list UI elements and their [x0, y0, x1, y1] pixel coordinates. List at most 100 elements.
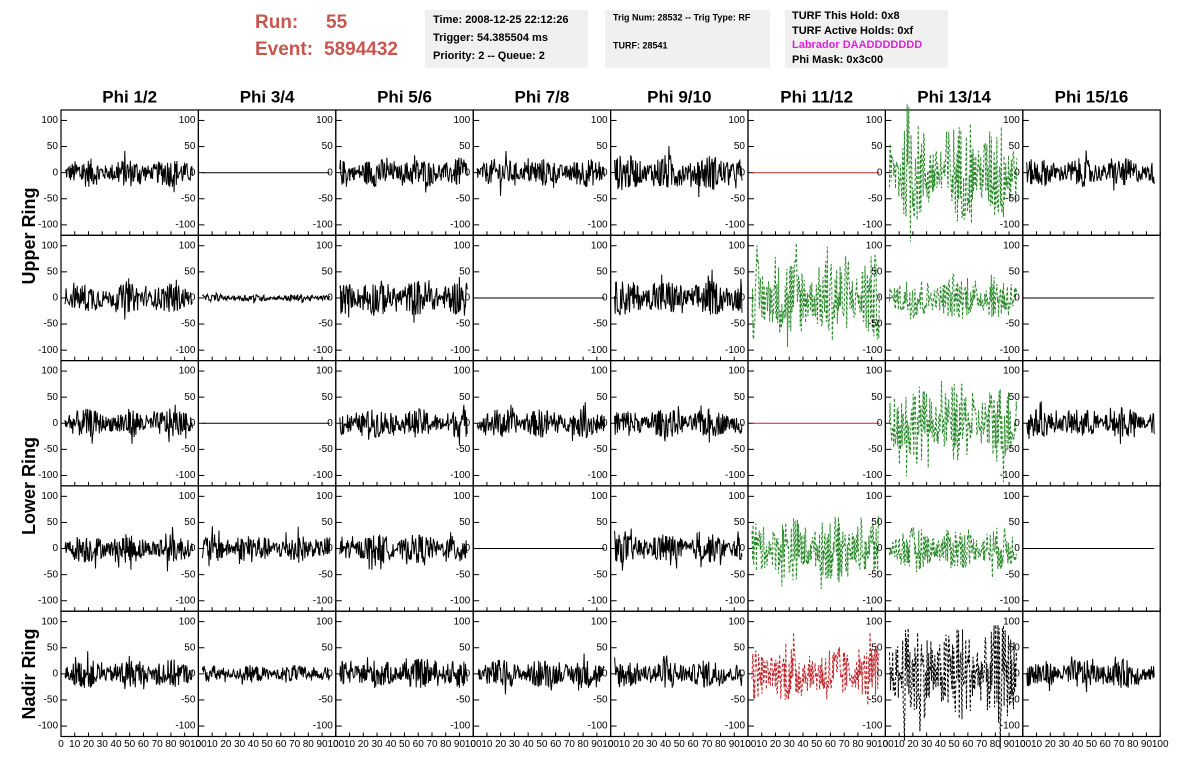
column-label: Phi 9/10 [647, 87, 711, 106]
info-text: Trig Num: 28532 -- Trig Type: RF [613, 12, 751, 22]
y-tick-label: -100 [38, 345, 58, 356]
y-tick-label: 0 [1014, 543, 1020, 554]
y-tick-label: 100 [866, 366, 883, 377]
y-tick-label: -100 [725, 595, 745, 606]
y-tick-label: 50 [1009, 266, 1021, 277]
y-tick-label: 50 [322, 642, 334, 653]
y-tick-label: -100 [175, 219, 195, 230]
y-tick-label: -100 [450, 721, 470, 732]
y-tick-label: -50 [318, 569, 333, 580]
column-label: Phi 11/12 [780, 87, 853, 106]
y-tick-label: -100 [588, 219, 608, 230]
y-tick-label: 100 [591, 366, 608, 377]
y-tick-label: 0 [739, 668, 745, 679]
y-tick-label: -50 [44, 695, 59, 706]
waveform [339, 404, 468, 446]
y-tick-label: -50 [318, 695, 333, 706]
x-tick-label: 30 [371, 739, 383, 750]
y-tick-label: 0 [739, 293, 745, 304]
x-tick-label: 50 [811, 739, 823, 750]
x-tick-label: 60 [962, 739, 974, 750]
y-tick-label: 0 [190, 418, 196, 429]
y-tick-label: 100 [179, 616, 196, 627]
waveform [339, 276, 468, 323]
y-tick-label: 50 [184, 266, 196, 277]
waveform [888, 527, 1018, 578]
x-tick-label: 10 [207, 739, 219, 750]
y-tick-label: -50 [868, 444, 883, 455]
info-text: Priority: 2 -- Queue: 2 [433, 50, 545, 62]
y-tick-label: 50 [459, 517, 471, 528]
info-box [605, 10, 770, 68]
x-tick-label: 60 [275, 739, 287, 750]
x-tick-label: 100 [327, 739, 344, 750]
y-tick-label: 0 [602, 167, 608, 178]
y-tick-label: 100 [728, 115, 745, 126]
x-tick-label: 0 [745, 739, 751, 750]
x-tick-label: 50 [124, 739, 136, 750]
y-tick-label: 100 [454, 115, 471, 126]
y-tick-label: 0 [739, 418, 745, 429]
waveform [339, 657, 468, 689]
y-tick-label: -100 [38, 595, 58, 606]
waveform [476, 151, 606, 196]
y-tick-label: -100 [1000, 595, 1020, 606]
waveform [888, 104, 1018, 242]
y-tick-label: 100 [316, 491, 333, 502]
x-tick-label: 30 [234, 739, 246, 750]
y-tick-label: 100 [41, 491, 58, 502]
column-label: Phi 5/6 [377, 87, 432, 106]
y-tick-label: -50 [1005, 444, 1020, 455]
y-tick-label: 0 [602, 668, 608, 679]
y-tick-label: 0 [52, 293, 58, 304]
x-tick-label: 30 [646, 739, 658, 750]
y-tick-label: 100 [179, 115, 196, 126]
y-tick-label: 100 [41, 240, 58, 251]
x-tick-label: 90 [316, 739, 328, 750]
y-tick-label: 0 [1014, 167, 1020, 178]
y-tick-label: 0 [877, 418, 883, 429]
x-tick-label: 50 [949, 739, 961, 750]
x-tick-label: 20 [1045, 739, 1057, 750]
y-tick-label: -100 [450, 595, 470, 606]
y-tick-label: 0 [877, 543, 883, 554]
y-tick-label: 0 [877, 668, 883, 679]
x-tick-label: 90 [866, 739, 878, 750]
y-tick-label: -50 [456, 695, 471, 706]
y-tick-label: -100 [862, 345, 882, 356]
y-tick-label: -50 [1005, 569, 1020, 580]
x-tick-label: 100 [740, 739, 757, 750]
y-tick-label: 0 [877, 293, 883, 304]
y-tick-label: -100 [862, 721, 882, 732]
y-tick-label: -100 [862, 595, 882, 606]
y-tick-label: 0 [52, 543, 58, 554]
y-tick-label: 100 [1003, 366, 1020, 377]
column-label: Phi 1/2 [102, 87, 157, 106]
y-tick-label: 50 [47, 642, 59, 653]
y-tick-label: -50 [181, 569, 196, 580]
x-tick-label: 100 [465, 739, 482, 750]
x-tick-label: 60 [1100, 739, 1112, 750]
y-tick-label: 50 [734, 517, 746, 528]
y-tick-label: 0 [465, 293, 471, 304]
y-tick-label: 0 [602, 543, 608, 554]
x-tick-label: 100 [602, 739, 619, 750]
y-tick-label: 100 [866, 491, 883, 502]
y-tick-label: 100 [866, 240, 883, 251]
x-tick-label: 10 [756, 739, 768, 750]
y-tick-label: 0 [602, 293, 608, 304]
y-tick-label: 100 [591, 491, 608, 502]
waveform [64, 526, 193, 572]
y-tick-label: -50 [593, 695, 608, 706]
ring-label: Nadir Ring [19, 628, 39, 719]
x-tick-label: 100 [190, 739, 207, 750]
y-tick-label: 100 [728, 366, 745, 377]
y-tick-label: -50 [731, 695, 746, 706]
x-tick-label: 90 [1003, 739, 1015, 750]
x-tick-label: 40 [935, 739, 947, 750]
x-tick-label: 80 [165, 739, 177, 750]
x-tick-label: 70 [839, 739, 851, 750]
y-tick-label: 100 [591, 240, 608, 251]
y-tick-label: -100 [313, 470, 333, 481]
x-tick-label: 80 [715, 739, 727, 750]
